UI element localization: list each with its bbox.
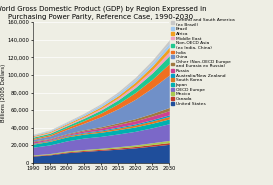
Y-axis label: Billions (2005 Dollars): Billions (2005 Dollars) [1, 63, 6, 122]
Legend: Central and South America
(ex Brazil), Brazil, Africa, Middle East, Non-OECD Asi: Central and South America (ex Brazil), B… [171, 18, 234, 106]
Title: World Gross Domestic Product (GDP) by Region Expressed in
Purchasing Power Parit: World Gross Domestic Product (GDP) by Re… [0, 5, 207, 20]
